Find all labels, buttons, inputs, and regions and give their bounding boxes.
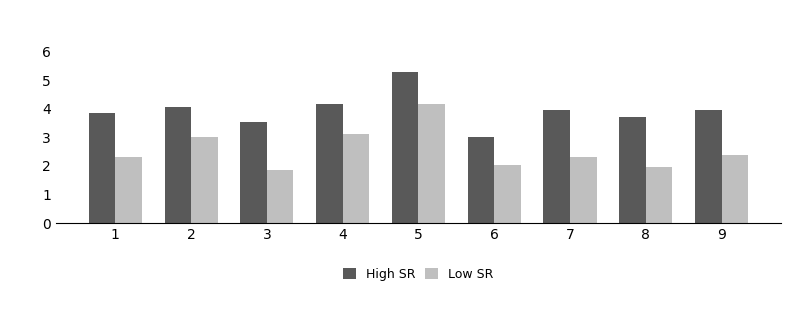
Bar	[721, 154, 748, 223]
Bar	[343, 135, 369, 223]
Bar	[646, 167, 673, 223]
Legend: High SR, Low SR: High SR, Low SR	[339, 263, 498, 286]
Bar	[544, 110, 570, 223]
Bar	[418, 104, 445, 223]
Bar	[191, 137, 218, 223]
Bar	[164, 107, 191, 223]
Bar	[116, 157, 142, 223]
Bar	[468, 137, 494, 223]
Bar	[494, 165, 520, 223]
Bar	[619, 117, 646, 223]
Bar	[392, 72, 418, 223]
Bar	[267, 170, 293, 223]
Bar	[570, 157, 596, 223]
Bar	[241, 122, 267, 223]
Bar	[695, 110, 721, 223]
Bar	[88, 113, 116, 223]
Bar	[316, 104, 343, 223]
